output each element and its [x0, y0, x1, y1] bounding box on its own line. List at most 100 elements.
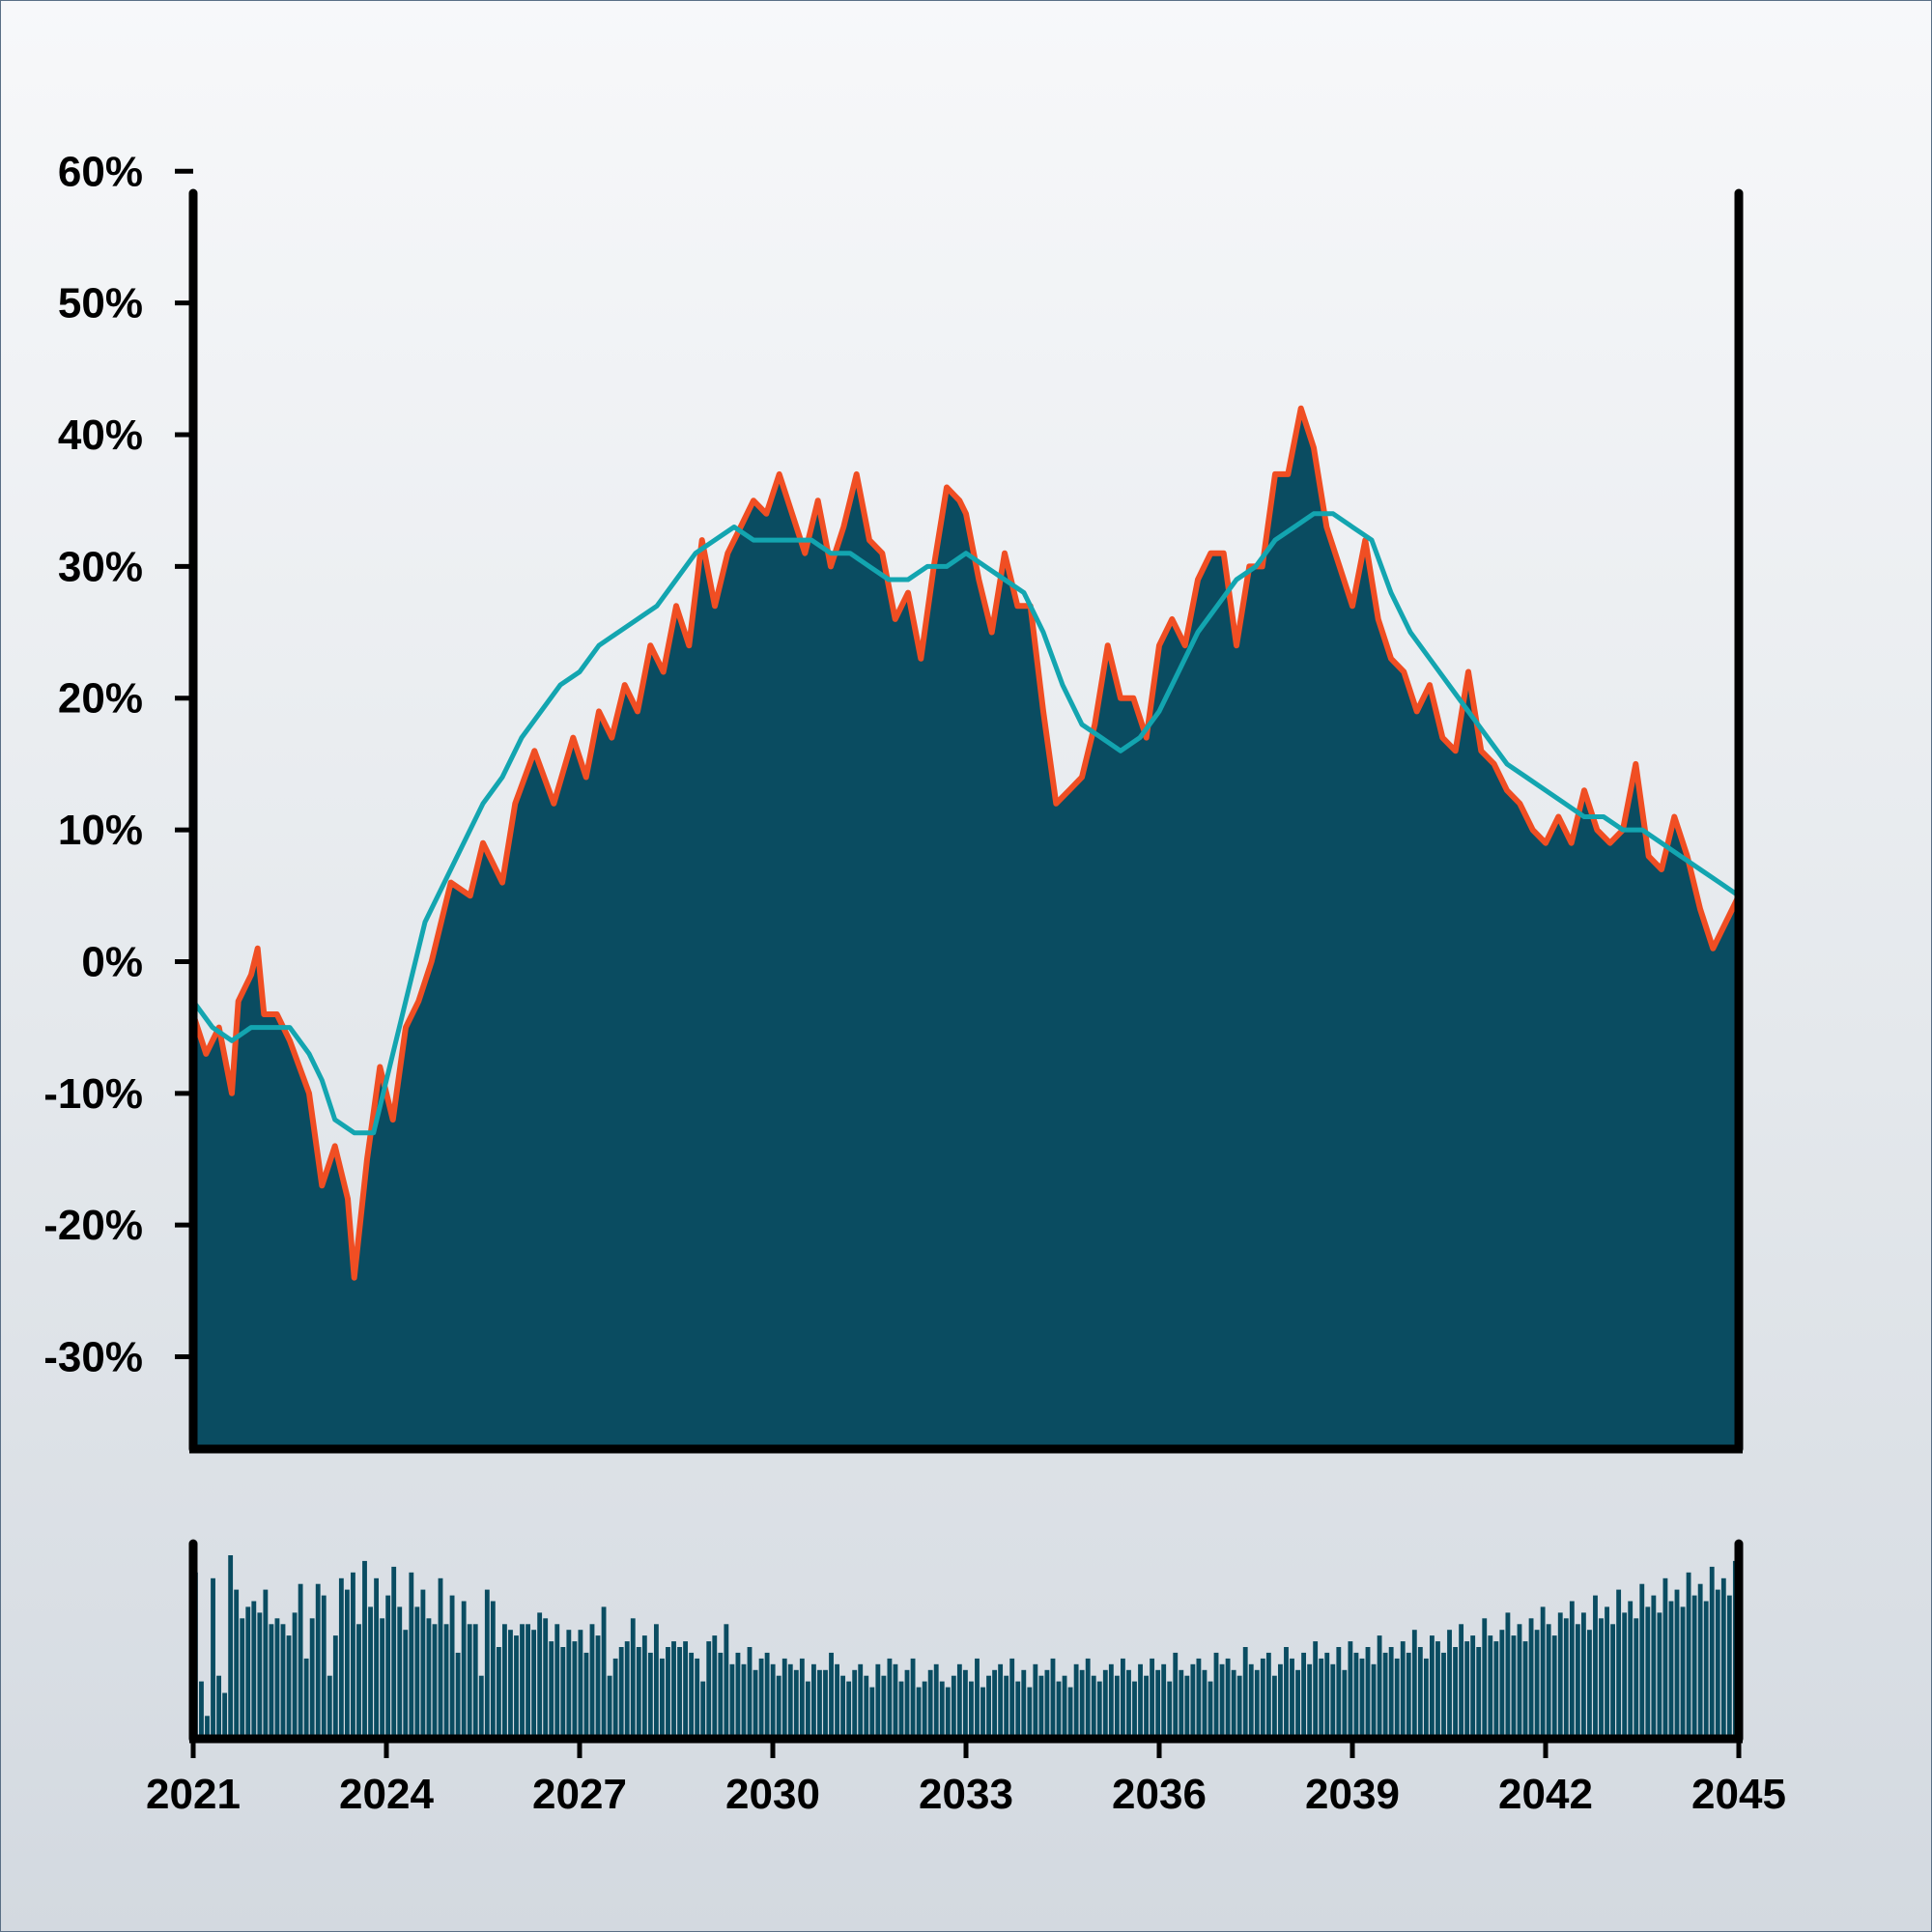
- volume-bar: [793, 1669, 799, 1739]
- volume-bar: [666, 1647, 670, 1739]
- volume-bar: [1295, 1669, 1300, 1739]
- volume-bar: [647, 1652, 653, 1739]
- volume-bar: [351, 1572, 355, 1739]
- volume-bars-group: [193, 1555, 1738, 1739]
- volume-bar: [1715, 1589, 1720, 1739]
- volume-bar: [321, 1595, 327, 1739]
- volume-bar: [1336, 1647, 1342, 1739]
- volume-bar: [1242, 1647, 1248, 1739]
- volume-bar: [1079, 1669, 1085, 1739]
- volume-bar: [332, 1635, 338, 1739]
- volume-bar: [927, 1669, 933, 1739]
- volume-bar: [1167, 1681, 1173, 1739]
- volume-bar: [1202, 1669, 1208, 1739]
- volume-bar: [368, 1606, 373, 1739]
- volume-bar: [1271, 1675, 1277, 1739]
- volume-bar: [578, 1630, 583, 1739]
- volume-bar: [747, 1647, 753, 1739]
- volume-bar: [1394, 1658, 1400, 1739]
- volume-bar: [216, 1675, 221, 1739]
- volume-bar: [1213, 1652, 1219, 1739]
- volume-bar: [712, 1635, 718, 1739]
- volume-bar: [846, 1681, 852, 1739]
- volume-bar: [1470, 1635, 1476, 1739]
- volume-bar: [823, 1669, 828, 1739]
- volume-bar: [677, 1647, 682, 1739]
- volume-bar: [852, 1669, 858, 1739]
- volume-bar: [1662, 1577, 1668, 1739]
- volume-bar: [1668, 1601, 1674, 1739]
- volume-bar: [1033, 1663, 1038, 1739]
- volume-bar: [1307, 1663, 1313, 1739]
- volume-bar: [1459, 1624, 1464, 1739]
- y-tick-label: 30%: [58, 543, 143, 590]
- volume-bar: [344, 1589, 350, 1739]
- y-tick-label: -30%: [43, 1334, 143, 1381]
- volume-bar: [770, 1663, 776, 1739]
- volume-bar: [572, 1641, 578, 1739]
- volume-bar: [1720, 1577, 1726, 1739]
- volume-bar: [998, 1663, 1004, 1739]
- volume-bar: [933, 1663, 939, 1739]
- volume-bar: [992, 1669, 998, 1739]
- volume-bar: [554, 1624, 560, 1739]
- volume-bar: [811, 1663, 816, 1739]
- volume-bar: [1493, 1641, 1499, 1739]
- volume-bar: [829, 1652, 834, 1739]
- volume-bar: [461, 1601, 467, 1739]
- volume-bar: [1067, 1687, 1073, 1739]
- volume-bar: [1225, 1658, 1231, 1739]
- volume-bar: [274, 1618, 280, 1739]
- volume-bar: [799, 1658, 805, 1739]
- volume-bar: [1150, 1658, 1155, 1739]
- volume-bar: [1411, 1630, 1417, 1739]
- volume-bar: [1062, 1675, 1067, 1739]
- volume-bar: [689, 1652, 695, 1739]
- volume-bar: [724, 1624, 729, 1739]
- volume-bar: [526, 1624, 530, 1739]
- volume-bar: [1265, 1652, 1271, 1739]
- volume-bar: [1587, 1630, 1592, 1739]
- volume-bar: [583, 1652, 589, 1739]
- x-tick-label: 2033: [919, 1771, 1013, 1818]
- volume-bar: [1324, 1652, 1330, 1739]
- volume-bar: [1190, 1663, 1196, 1739]
- volume-bar: [426, 1618, 432, 1739]
- volume-bar: [1219, 1663, 1225, 1739]
- volume-bar: [1605, 1606, 1609, 1739]
- volume-bar: [309, 1618, 315, 1739]
- volume-bar: [356, 1624, 361, 1739]
- volume-bar: [1610, 1624, 1616, 1739]
- volume-bar: [962, 1669, 968, 1739]
- volume-bar: [840, 1675, 846, 1739]
- volume-bar: [1085, 1658, 1091, 1739]
- volume-bar: [420, 1589, 426, 1739]
- volume-bar: [1301, 1652, 1307, 1739]
- volume-bar: [729, 1663, 735, 1739]
- volume-bar: [764, 1652, 770, 1739]
- volume-bar: [1144, 1675, 1149, 1739]
- volume-bar: [1522, 1641, 1528, 1739]
- volume-bar: [980, 1687, 985, 1739]
- volume-bar: [1593, 1595, 1598, 1739]
- volume-bar: [1050, 1658, 1056, 1739]
- volume-bar: [502, 1624, 507, 1739]
- volume-bar: [1342, 1669, 1348, 1739]
- volume-bar: [1365, 1647, 1371, 1739]
- volume-bar: [683, 1641, 689, 1739]
- volume-bar: [1534, 1630, 1540, 1739]
- volume-bar: [735, 1652, 741, 1739]
- y-tick-label: 0%: [81, 938, 143, 985]
- volume-bar: [1634, 1618, 1639, 1739]
- volume-bar: [1260, 1658, 1265, 1739]
- volume-bar: [922, 1681, 927, 1739]
- volume-bar: [1196, 1658, 1202, 1739]
- volume-bar: [817, 1669, 822, 1739]
- volume-bar: [835, 1663, 839, 1739]
- volume-bar: [1540, 1606, 1546, 1739]
- volume-bar: [969, 1681, 974, 1739]
- volume-bar: [292, 1612, 298, 1739]
- volume-bar: [374, 1577, 380, 1739]
- volume-bar: [1044, 1669, 1050, 1739]
- volume-bar: [1476, 1647, 1482, 1739]
